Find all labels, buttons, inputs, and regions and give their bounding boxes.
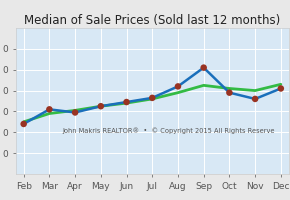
Text: John Makris REALTOR®  •  © Copyright 2015 All Rights Reserve: John Makris REALTOR® • © Copyright 2015 … xyxy=(62,127,275,134)
Point xyxy=(278,87,283,90)
Point xyxy=(227,91,232,94)
Point xyxy=(47,108,52,111)
Title: Median of Sale Prices (Sold last 12 months): Median of Sale Prices (Sold last 12 mont… xyxy=(24,14,280,27)
Point xyxy=(150,96,155,99)
Point xyxy=(124,100,129,104)
Point xyxy=(201,66,206,69)
Point xyxy=(73,111,77,114)
Point xyxy=(253,97,258,101)
Point xyxy=(99,105,103,108)
Point xyxy=(176,85,180,88)
Point xyxy=(21,122,26,126)
